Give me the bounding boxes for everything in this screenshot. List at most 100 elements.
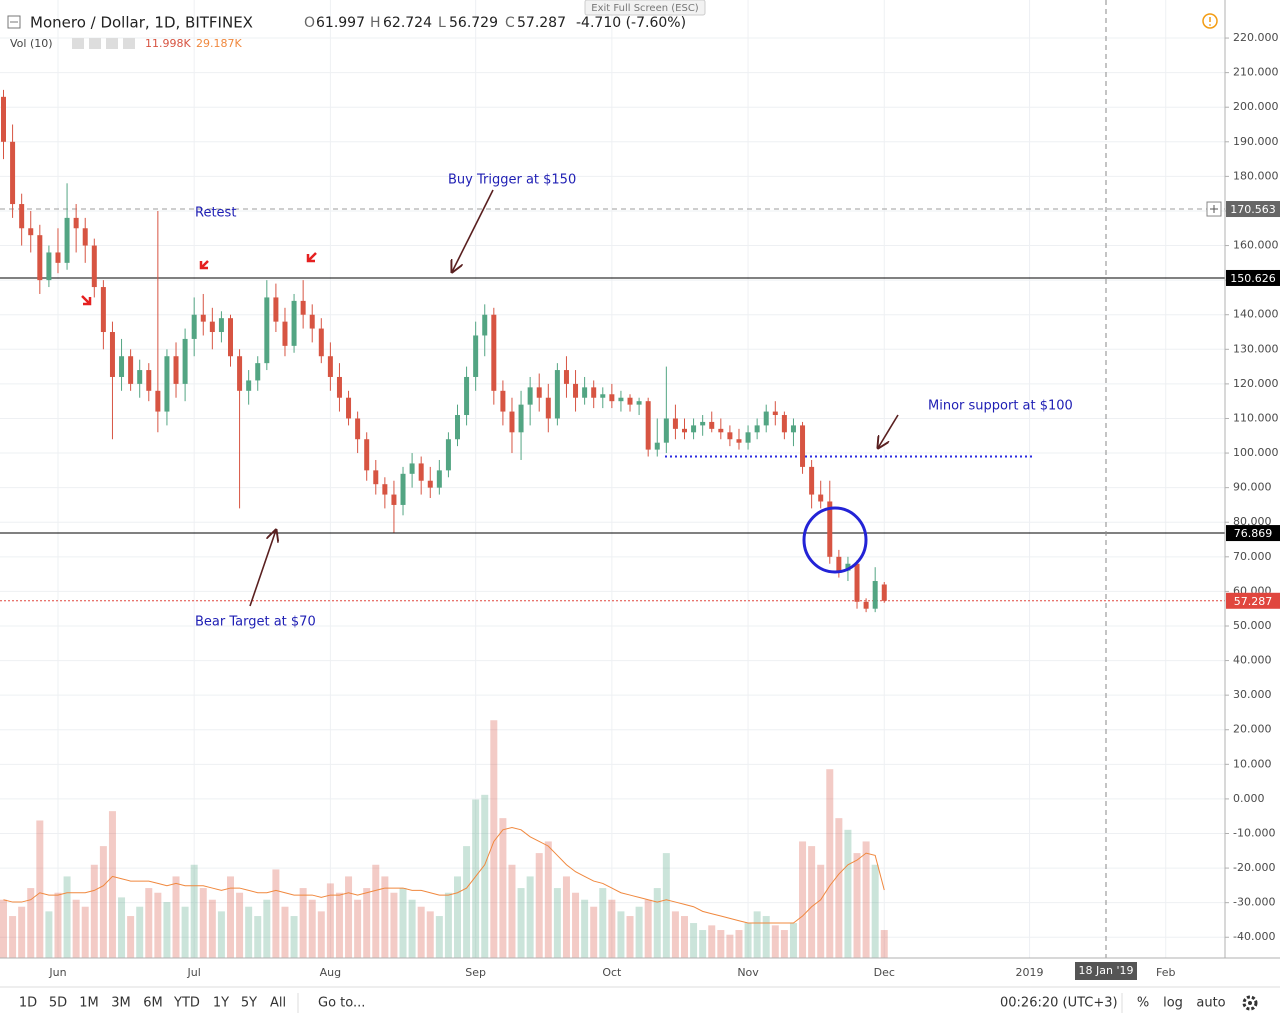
level-label: 150.626 bbox=[1230, 272, 1276, 285]
grid bbox=[0, 0, 1225, 958]
range-button[interactable]: 1D bbox=[19, 996, 37, 1011]
y-tick-label: 190.000 bbox=[1233, 135, 1279, 148]
volume-bar bbox=[599, 888, 607, 958]
y-tick-label: 120.000 bbox=[1233, 377, 1279, 390]
candle-body bbox=[237, 356, 243, 391]
volume-ma-line bbox=[3, 826, 885, 924]
settings-button[interactable] bbox=[1242, 995, 1258, 1011]
candle-body bbox=[881, 584, 887, 601]
range-button[interactable]: 1M bbox=[79, 996, 99, 1011]
candle-body bbox=[146, 370, 152, 391]
clock[interactable]: 00:26:20 (UTC+3) bbox=[1000, 996, 1118, 1011]
volume-bar bbox=[572, 892, 580, 958]
range-button[interactable]: 5Y bbox=[241, 996, 257, 1011]
range-button[interactable]: YTD bbox=[173, 996, 200, 1011]
icon[interactable] bbox=[106, 38, 118, 49]
y-tick-label: 220.000 bbox=[1233, 31, 1279, 44]
volume-bar bbox=[317, 911, 325, 958]
highlight-circle bbox=[802, 506, 868, 574]
range-button[interactable]: 5D bbox=[49, 996, 67, 1011]
red-arrow bbox=[306, 252, 317, 263]
candle-body bbox=[591, 387, 597, 398]
alert-icon[interactable] bbox=[1202, 13, 1218, 29]
volume-bar bbox=[617, 911, 625, 958]
volume-bar bbox=[526, 876, 534, 958]
red-arrow bbox=[199, 260, 209, 270]
y-tick-label: 130.000 bbox=[1233, 342, 1279, 355]
candle-body bbox=[209, 321, 215, 333]
percent-toggle[interactable]: % bbox=[1137, 996, 1149, 1011]
candle-body bbox=[55, 252, 61, 263]
volume-bar bbox=[499, 818, 507, 958]
volume-bar bbox=[127, 916, 135, 958]
range-button[interactable]: 3M bbox=[111, 996, 131, 1011]
candle-body bbox=[609, 394, 615, 402]
volume-bar bbox=[762, 916, 770, 958]
y-tick-label: 0.000 bbox=[1233, 792, 1265, 805]
icon[interactable] bbox=[123, 38, 135, 49]
volume-bar bbox=[227, 876, 234, 958]
ohlc-key: C bbox=[505, 15, 515, 31]
ohlc-value: 61.997 bbox=[316, 15, 365, 31]
volume-bar bbox=[335, 892, 343, 958]
auto-toggle[interactable]: auto bbox=[1196, 996, 1225, 1011]
level-label-bg bbox=[1226, 201, 1280, 218]
candle-body bbox=[482, 314, 488, 336]
volume-bar bbox=[408, 899, 416, 958]
candle-body bbox=[491, 314, 497, 391]
y-tick-label: 140.000 bbox=[1233, 308, 1279, 321]
volume-bar bbox=[481, 794, 489, 958]
volume-bar bbox=[699, 930, 707, 958]
volume-bar bbox=[562, 876, 570, 958]
icon[interactable] bbox=[72, 38, 84, 49]
volume-bar bbox=[399, 888, 407, 958]
volume-bar bbox=[671, 911, 679, 958]
candle-body bbox=[364, 439, 370, 471]
level-label-bg bbox=[1226, 525, 1280, 542]
y-tick-label: 40.000 bbox=[1233, 654, 1272, 667]
y-tick-label: 100.000 bbox=[1233, 446, 1279, 459]
candle-body bbox=[545, 397, 551, 419]
log-toggle[interactable]: log bbox=[1163, 996, 1183, 1011]
volume-bar bbox=[608, 899, 616, 958]
level-label: 170.563 bbox=[1230, 203, 1276, 216]
candle-body bbox=[809, 466, 815, 495]
goto-button[interactable]: Go to... bbox=[318, 996, 365, 1011]
candle-body bbox=[618, 397, 624, 402]
annotation: Bear Target at $70 bbox=[195, 615, 316, 630]
volume-bar bbox=[81, 906, 89, 958]
ohlc-value: 62.724 bbox=[383, 15, 432, 31]
range-button[interactable]: 1Y bbox=[213, 996, 229, 1011]
candle-body bbox=[46, 252, 52, 281]
candle-body bbox=[409, 463, 415, 474]
y-tick-label: 210.000 bbox=[1233, 66, 1279, 79]
candle-body bbox=[137, 370, 143, 384]
candle-body bbox=[863, 601, 869, 609]
candle-body bbox=[527, 387, 533, 405]
symbol-title: Monero / Dollar, 1D, BITFINEX bbox=[30, 14, 253, 32]
candle-body bbox=[636, 401, 642, 405]
range-button[interactable]: All bbox=[270, 996, 286, 1011]
candle-body bbox=[582, 387, 588, 398]
candle-body bbox=[682, 428, 687, 433]
candle-body bbox=[100, 287, 106, 333]
volume-bar bbox=[27, 888, 35, 958]
volume-bar bbox=[172, 876, 180, 958]
x-tick-label: Feb bbox=[1156, 966, 1175, 979]
volume-bar bbox=[18, 906, 26, 958]
collapse-icon[interactable] bbox=[7, 15, 21, 29]
icon[interactable] bbox=[89, 38, 101, 49]
annotation: Minor support at $100 bbox=[928, 399, 1073, 414]
candle-body bbox=[754, 425, 760, 433]
range-button[interactable]: 6M bbox=[143, 996, 163, 1011]
exit-fullscreen[interactable] bbox=[584, 0, 706, 16]
candle-body bbox=[73, 217, 79, 229]
y-tick-label: 10.000 bbox=[1233, 757, 1272, 770]
overlay: Buy Trigger at $150 Retest Minor support… bbox=[81, 173, 1073, 630]
volume-value: 11.998K bbox=[145, 37, 191, 50]
volume-bar bbox=[36, 820, 44, 958]
volume-bar bbox=[780, 930, 788, 958]
candle-body bbox=[273, 297, 279, 322]
volume-bar bbox=[426, 911, 434, 958]
